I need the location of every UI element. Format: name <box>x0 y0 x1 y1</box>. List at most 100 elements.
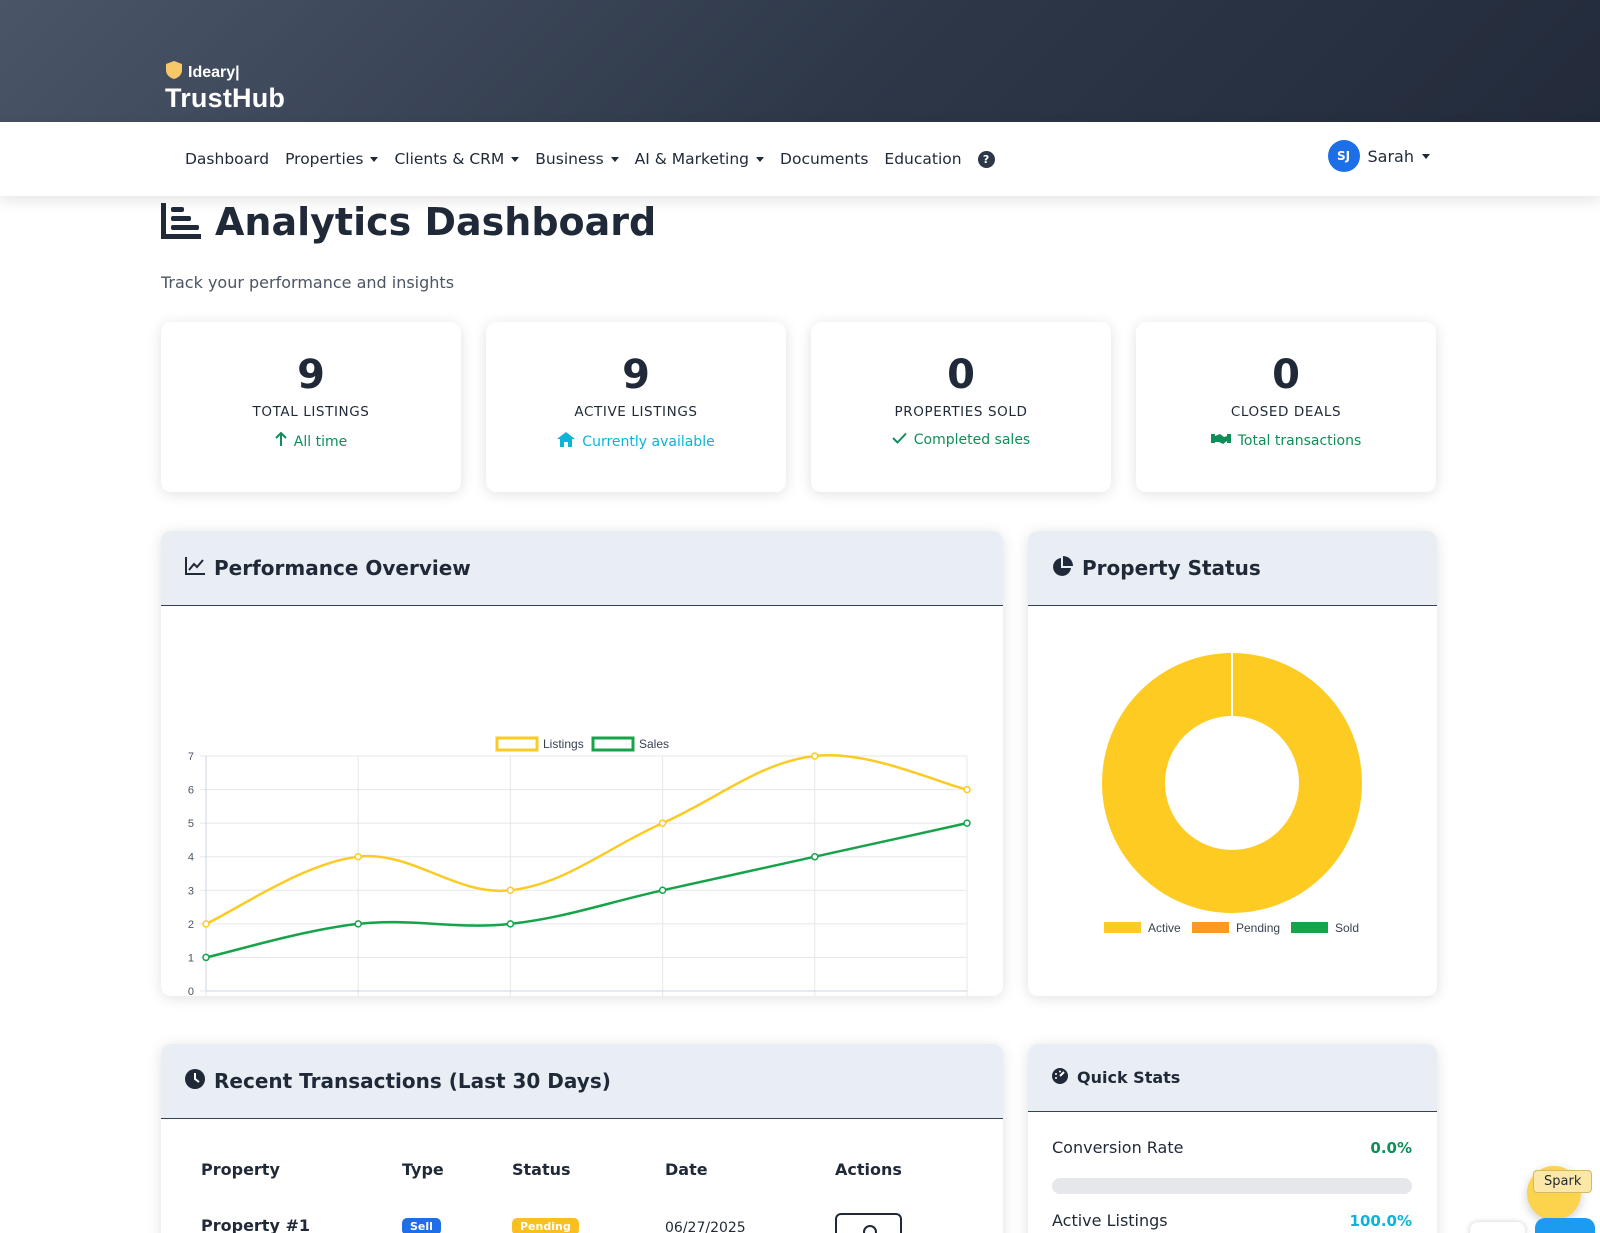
card-title: Quick Stats <box>1077 1068 1181 1087</box>
brand-logo[interactable]: Ideary| TrustHub <box>165 60 285 114</box>
line-chart-icon <box>185 557 205 579</box>
pie-chart-icon <box>1052 555 1073 581</box>
table-row-type: Sell <box>402 1218 441 1233</box>
column-header-status: Status <box>512 1160 571 1179</box>
stat-label: TOTAL LISTINGS <box>252 404 370 420</box>
floating-widget[interactable] <box>1470 1222 1525 1233</box>
data-point <box>963 819 971 827</box>
legend-swatch <box>591 736 635 752</box>
stat-value: 9 <box>622 352 650 398</box>
eye-icon <box>837 1220 904 1233</box>
type-badge: Sell <box>402 1218 441 1233</box>
recent-transactions-card: Recent Transactions (Last 30 Days) <box>161 1044 1003 1233</box>
stat-label: ACTIVE LISTINGS <box>574 404 698 420</box>
user-menu[interactable]: SJ Sarah <box>1327 140 1430 172</box>
legend-label: Listings <box>543 737 584 751</box>
stat-value: 0 <box>1272 352 1300 398</box>
y-tick-label: 7 <box>188 751 194 763</box>
data-point <box>658 886 667 895</box>
nav-clients-crm[interactable]: Clients & CRM <box>394 150 520 168</box>
card-title: Performance Overview <box>214 556 471 580</box>
avatar: SJ <box>1327 140 1360 172</box>
stat-note: Completed sales <box>811 432 1111 448</box>
data-point <box>963 785 971 794</box>
card-title: Recent Transactions (Last 30 Days) <box>214 1069 611 1093</box>
brand-small-text: Ideary| <box>188 63 240 81</box>
quick-stat-value: 100.0% <box>1349 1212 1412 1230</box>
caret-down-icon <box>370 156 379 162</box>
stat-note: Currently available <box>486 432 786 451</box>
stat-label: PROPERTIES SOLD <box>894 404 1028 420</box>
spark-tooltip: Spark <box>1533 1170 1593 1193</box>
data-point <box>202 920 210 928</box>
column-header-property: Property <box>201 1160 280 1179</box>
nav-documents[interactable]: Documents <box>780 150 869 168</box>
nav-business[interactable]: Business <box>535 150 619 168</box>
check-icon <box>892 432 907 448</box>
series-line-sales <box>205 821 968 959</box>
quick-stats-card: Quick Stats <box>1028 1044 1437 1233</box>
caret-down-icon <box>1422 153 1430 159</box>
y-tick-label: 4 <box>188 852 194 864</box>
stat-card-active-listings: 9 ACTIVE LISTINGS Currently available <box>486 322 786 492</box>
data-point <box>506 886 515 895</box>
chart-bar-icon <box>161 201 201 243</box>
card-header: Performance Overview <box>161 531 1003 606</box>
y-tick-label: 0 <box>188 986 194 996</box>
y-tick-label: 6 <box>188 785 194 797</box>
nav-menu: Dashboard Properties Clients & CRM Busin… <box>185 122 995 196</box>
nav-ai-marketing[interactable]: AI & Marketing <box>635 150 765 168</box>
table-row-date: 06/27/2025 <box>665 1220 746 1233</box>
legend-swatch <box>1192 922 1229 933</box>
stat-card-closed-deals: 0 CLOSED DEALS Total transactions <box>1136 322 1436 492</box>
page-header: Analytics Dashboard <box>161 200 656 244</box>
column-header-type: Type <box>402 1160 444 1179</box>
stat-card-properties-sold: 0 PROPERTIES SOLD Completed sales <box>811 322 1111 492</box>
view-button[interactable] <box>835 1213 902 1233</box>
stat-value: 9 <box>297 352 325 398</box>
conversion-progress-bar <box>1052 1178 1412 1194</box>
card-title: Property Status <box>1082 556 1261 580</box>
data-point <box>811 752 819 760</box>
performance-line-chart: 01234567JanFebMarAprMayJunListingsSales <box>188 736 971 996</box>
nav-education[interactable]: Education <box>884 150 962 168</box>
data-point <box>354 920 362 928</box>
nav-dashboard[interactable]: Dashboard <box>185 150 270 168</box>
caret-down-icon <box>756 156 765 162</box>
caret-down-icon <box>511 156 520 162</box>
home-icon <box>557 432 576 451</box>
y-tick-label: 3 <box>188 885 194 897</box>
legend-label: Pending <box>1236 921 1280 935</box>
card-header: Recent Transactions (Last 30 Days) <box>161 1044 1003 1119</box>
column-header-date: Date <box>665 1160 708 1179</box>
data-point <box>811 852 819 861</box>
gauge-icon <box>1052 1067 1068 1088</box>
legend-swatch <box>1104 922 1141 933</box>
property-status-card: Property Status Active Pending Sold <box>1028 531 1437 996</box>
y-tick-label: 1 <box>188 952 194 964</box>
page-title: Analytics Dashboard <box>215 200 657 244</box>
data-point <box>202 953 210 962</box>
brand-name: TrustHub <box>165 83 286 113</box>
quick-stat-value: 0.0% <box>1370 1139 1412 1157</box>
question-circle-icon[interactable]: ? <box>977 150 995 168</box>
scroll-top-button[interactable] <box>1535 1218 1595 1233</box>
table-row-status: Pending <box>512 1218 579 1233</box>
stat-label: CLOSED DEALS <box>1230 404 1342 420</box>
nav-properties[interactable]: Properties <box>285 150 379 168</box>
y-tick-label: 2 <box>188 919 194 931</box>
table-row-property[interactable]: Property #1 <box>201 1216 310 1233</box>
clock-icon <box>185 1069 205 1093</box>
status-badge: Pending <box>512 1218 579 1233</box>
column-header-actions: Actions <box>835 1160 902 1179</box>
top-banner: Ideary| TrustHub <box>0 0 1600 122</box>
legend-label: Sales <box>639 737 669 751</box>
arrow-up-icon <box>275 431 287 451</box>
legend-swatch <box>495 736 539 752</box>
performance-overview-card: Performance Overview 01234567JanFebMarAp… <box>161 531 1003 996</box>
stat-note: All time <box>161 431 461 451</box>
shield-icon <box>165 60 183 85</box>
data-point <box>658 819 667 827</box>
stat-note: Total transactions <box>1136 432 1436 449</box>
legend-swatch <box>1291 922 1328 933</box>
